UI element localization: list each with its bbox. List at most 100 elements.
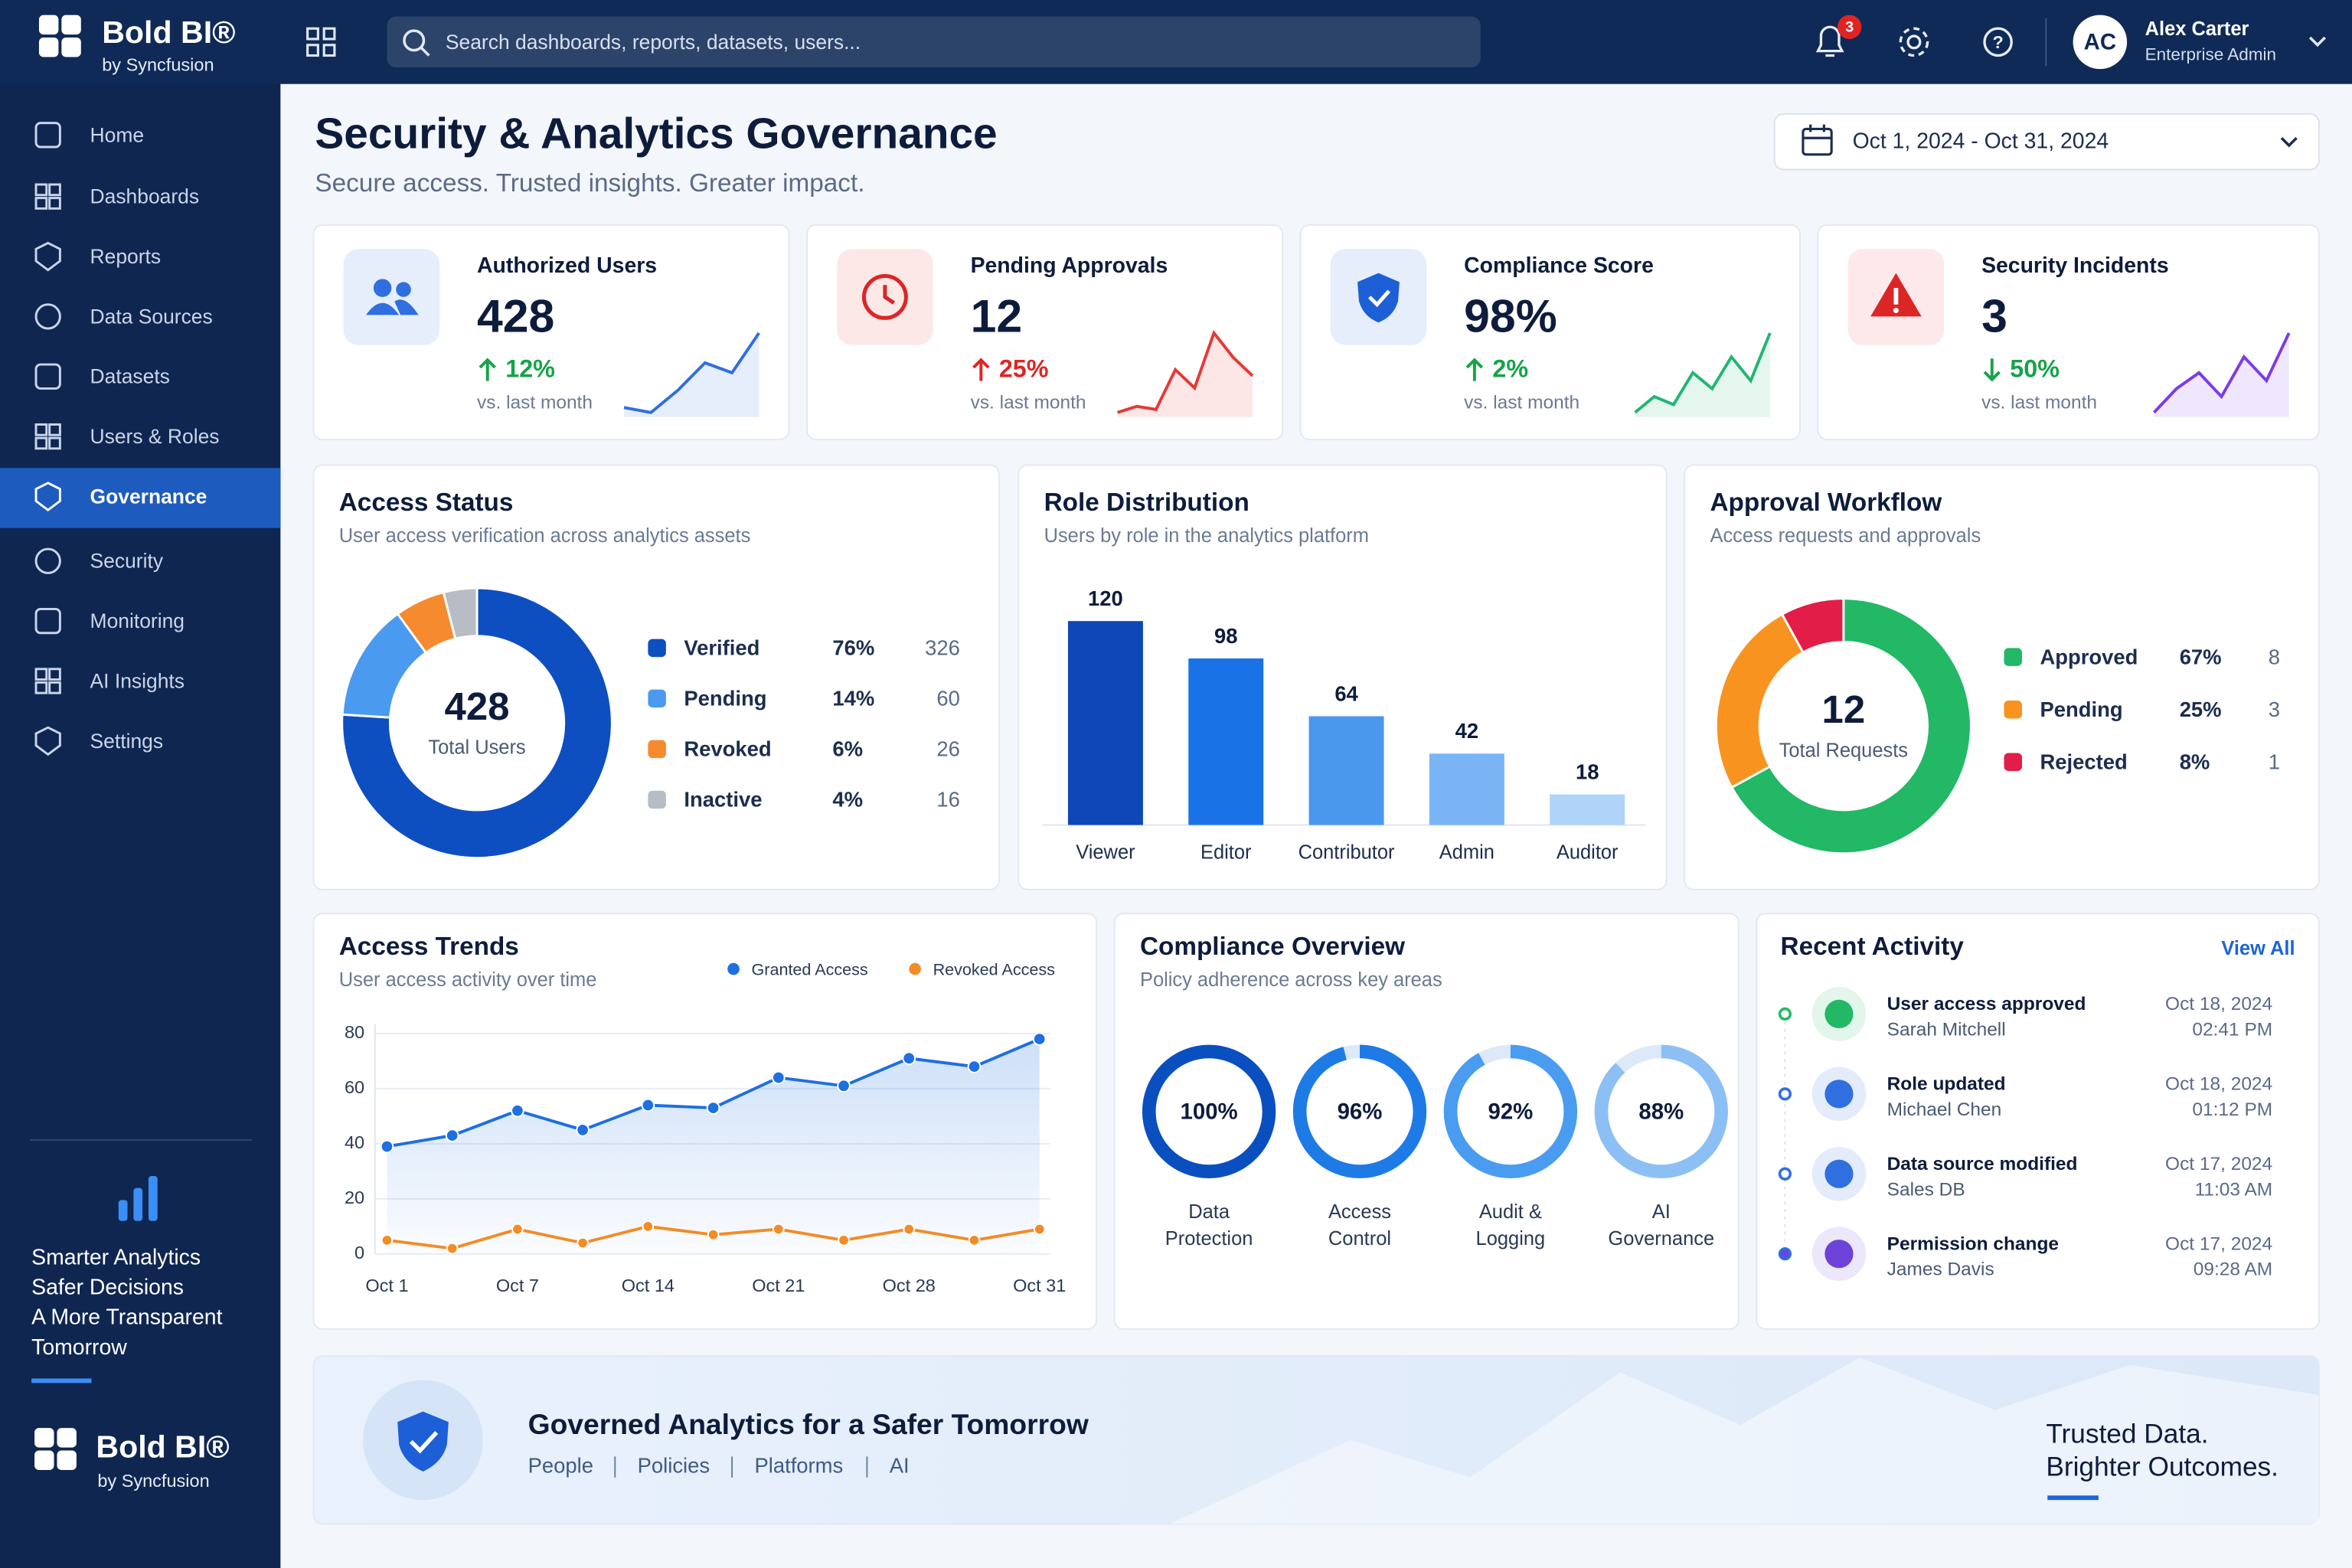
ring-progress [1142,1044,1276,1178]
point [576,1123,590,1137]
nav-label[interactable]: Home [90,123,145,146]
icon-shape [34,607,61,635]
x-tick-label: Oct 21 [752,1276,805,1295]
search-box[interactable] [387,16,1481,68]
point [967,1060,982,1073]
point [577,1236,589,1250]
brand-mark-bottom [34,1428,77,1471]
activity-date: Oct 18, 2024 [2165,1074,2272,1095]
kpi-value: 12 [971,289,1023,341]
x-tick-label: Contributor [1298,841,1395,863]
nav-label[interactable]: Dashboards [90,185,200,208]
nav-label[interactable]: Monitoring [90,609,185,632]
nav-icon [34,668,61,694]
bar [1308,716,1384,825]
icon-shape [34,197,48,210]
date-range[interactable]: Oct 1, 2024 - Oct 31, 2024 [1853,129,2109,154]
search-placeholder[interactable]: Search dashboards, reports, datasets, us… [446,31,861,54]
legend-label: Granted Access [752,959,868,978]
logo-block [34,1450,54,1471]
icon-shape [1893,288,1899,305]
bar-value-label: 120 [1088,586,1123,610]
x-tick-label: Oct 7 [496,1276,539,1295]
logo-block [38,37,59,57]
help-glyph: ? [1992,32,2003,52]
bar [1429,753,1504,825]
nav-label[interactable]: Data Sources [90,305,213,328]
chart-subtitle: Policy adherence across key areas [1140,969,1442,991]
legend-count: 16 [936,788,959,812]
kpi-change: 12% [505,354,555,382]
avatar[interactable] [2073,15,2128,70]
activity-event: Data source modified [1887,1154,2078,1174]
donut-slice [1714,612,1805,789]
nav-label[interactable]: Users & Roles [90,425,220,448]
banner-link[interactable]: People [528,1453,593,1477]
kpi-icon [366,279,419,315]
point [707,1228,720,1241]
x-tick-label: Admin [1439,841,1494,863]
chart-panel [1684,464,2320,890]
point [446,1242,459,1255]
donut-slice [442,586,479,641]
banner-link[interactable]: AI [890,1453,910,1477]
activity-event: User access approved [1887,994,2086,1014]
bar-value-label: 18 [1576,760,1599,783]
nav-label[interactable]: Reports [90,245,162,268]
nav-label[interactable]: AI Insights [90,669,185,692]
point [381,1234,394,1246]
kpi-note: vs. last month [1464,392,1579,413]
legend-count: 8 [2269,645,2280,668]
date-chevron[interactable] [2280,137,2298,148]
activity-date: Oct 18, 2024 [2165,994,2272,1014]
banner-title: Governed Analytics for a Safer Tomorrow [528,1408,1089,1440]
activity-icon [1824,1159,1854,1188]
nav-label[interactable]: Security [90,550,164,573]
activity-time: 02:41 PM [2192,1019,2272,1040]
nav-label[interactable]: Datasets [90,365,170,388]
legend-label: Pending [2040,697,2122,721]
date-picker[interactable] [1773,113,2320,171]
point [903,1223,916,1236]
banner-link[interactable]: Platforms [754,1453,843,1477]
activity-event: Permission change [1887,1233,2059,1254]
donut-center-value: 428 [445,684,510,728]
banner-tagline: Trusted Data. [2046,1419,2208,1449]
bar [1067,621,1143,825]
x-tick-label: Oct 28 [883,1276,936,1295]
view-all-link[interactable]: View All [2221,938,2295,959]
donut-center-label: Total Requests [1779,740,1908,761]
point [837,1079,851,1093]
legend-count: 60 [936,687,959,710]
y-tick-label: 60 [345,1077,364,1097]
top-icons[interactable] [1815,25,2013,57]
donut-slice [1730,597,1972,855]
icon-shape [34,436,48,450]
chart-title: Access Trends [339,933,519,961]
user-initials: AC [2084,30,2116,55]
nav-label[interactable]: Settings [90,730,164,753]
point [772,1223,785,1236]
icon-shape [48,423,61,436]
legend-percent: 25% [2180,697,2222,721]
banner-link[interactable]: Policies [638,1453,710,1477]
user-role: Enterprise Admin [2145,44,2276,64]
user-chevron[interactable] [2308,36,2326,47]
ring-progress [1292,1044,1427,1178]
logo-block [57,1428,77,1448]
legend-percent: 4% [832,788,863,812]
icon-shape [373,279,392,297]
sidebar-tagline: Safer Decisions [31,1275,184,1299]
activity-title: Recent Activity [1781,933,1965,961]
activity-person: Sales DB [1887,1179,1965,1200]
icon-shape [34,668,48,681]
apps-icon[interactable] [306,27,336,57]
legend-swatch [727,962,740,975]
icon-shape [396,282,411,297]
chart-subtitle: User access verification across analytic… [339,525,751,547]
kpi-change: 50% [2010,354,2060,382]
nav-label[interactable]: Governance [90,485,207,508]
activity-icon [1824,1240,1854,1269]
legend-swatch [648,689,666,708]
legend-percent: 8% [2180,750,2210,773]
